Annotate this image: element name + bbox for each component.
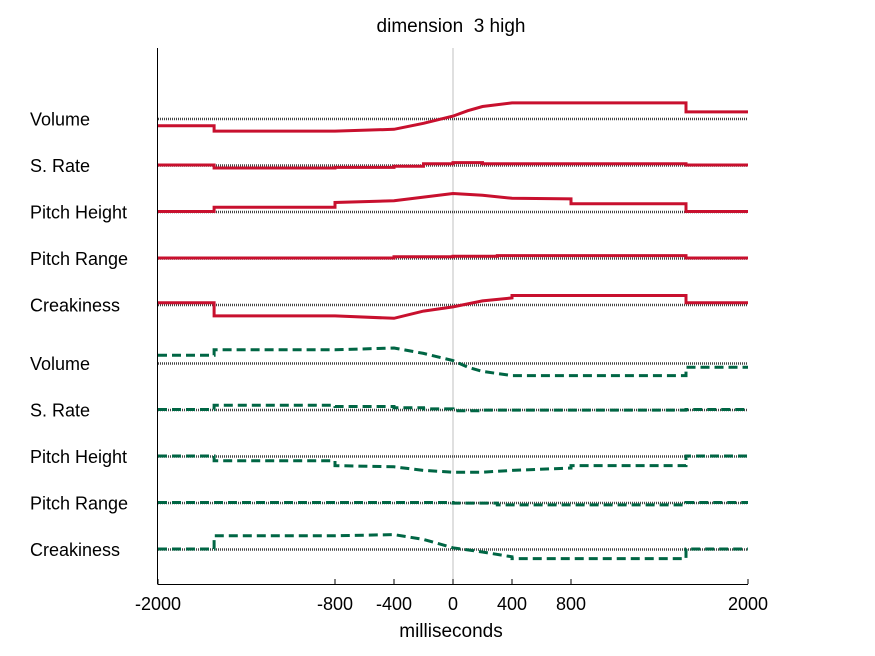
high-trace-creakiness bbox=[158, 294, 748, 320]
low-trace-creakiness bbox=[158, 533, 748, 561]
row-labels: Volume S. Rate Pitch Height Pitch Range Crea… bbox=[30, 110, 128, 561]
low-trace-volume bbox=[158, 346, 748, 378]
x-tick-label: 0 bbox=[448, 594, 458, 614]
high-trace-volume bbox=[158, 101, 748, 133]
traces bbox=[158, 101, 748, 561]
x-tick-label: 400 bbox=[497, 594, 527, 614]
x-tick-label: 2000 bbox=[728, 594, 768, 614]
high-trace-pitch-range bbox=[158, 254, 748, 260]
high-trace-s-rate bbox=[158, 161, 748, 170]
x-tick-label: -800 bbox=[317, 594, 353, 614]
chart-title: dimension 3 high bbox=[377, 16, 526, 37]
x-tick-label: -2000 bbox=[135, 594, 181, 614]
row-label: Creakiness bbox=[30, 540, 120, 560]
low-trace-s-rate bbox=[158, 403, 748, 413]
row-label: Pitch Height bbox=[30, 203, 127, 223]
x-ticks: -2000 -800 -400 0 400 800 2000 bbox=[135, 579, 768, 614]
x-axis-label: milliseconds bbox=[399, 621, 502, 642]
row-label: Pitch Range bbox=[30, 494, 128, 514]
high-trace-pitch-height bbox=[158, 191, 748, 213]
low-trace-pitch-range bbox=[158, 501, 748, 507]
row-label: S. Rate bbox=[30, 401, 90, 421]
row-label: Volume bbox=[30, 110, 90, 130]
row-label: Pitch Height bbox=[30, 447, 127, 467]
row-label: Pitch Range bbox=[30, 249, 128, 269]
row-label: Volume bbox=[30, 354, 90, 374]
x-tick-label: -400 bbox=[376, 594, 412, 614]
row-label: S. Rate bbox=[30, 156, 90, 176]
low-trace-pitch-height bbox=[158, 454, 748, 474]
row-label: Creakiness bbox=[30, 296, 120, 316]
x-tick-label: 800 bbox=[556, 594, 586, 614]
